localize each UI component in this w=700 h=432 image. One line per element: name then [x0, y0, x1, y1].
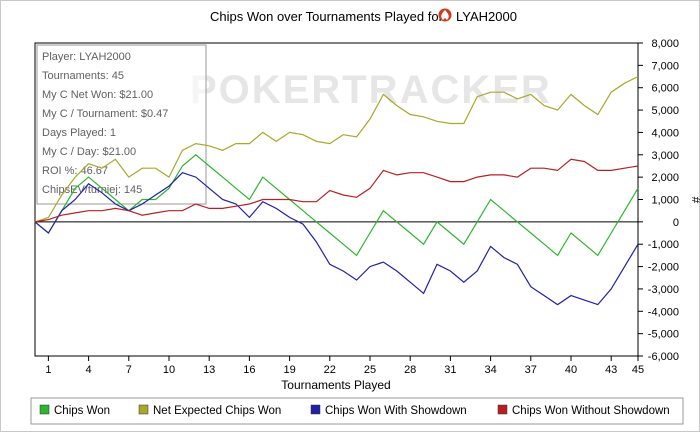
info-line: Days Played: 1: [42, 127, 116, 139]
info-line: My C / Tournament: $0.47: [42, 108, 168, 120]
x-ticks-group: 1 4 7 10 13 16 19 22 25 28 31 34 37 40 43 45: [45, 356, 644, 376]
watermark-logo: POKERTRACKER: [190, 68, 552, 112]
info-box-lines: Player: LYAH2000 Tournaments: 45 My C Net …: [42, 51, 168, 196]
y-tick-label: 6,000: [651, 83, 679, 95]
info-line: ROI %: 46.67: [42, 165, 108, 177]
x-tick-label: 28: [404, 364, 416, 376]
y-tick-label: 4,000: [651, 127, 679, 139]
y-axis-title: #: [689, 197, 700, 204]
info-line: Tournaments: 45: [42, 70, 124, 82]
legend-swatch: [310, 404, 321, 415]
y-tick-label: -6,000: [648, 351, 679, 363]
x-tick-label: 34: [484, 364, 496, 376]
y-tick-label: 2,000: [651, 172, 679, 184]
x-tick-label: 1: [45, 364, 51, 376]
info-line: My C / Day: $21.00: [42, 146, 136, 158]
legend-label: Chips Won: [54, 405, 110, 417]
y-tick-label: -3,000: [648, 284, 679, 296]
series-line-3: [34, 158, 639, 223]
chart-title: Chips Won over Tournaments Played for: [210, 9, 444, 24]
y-ticks-group: -6,000 -5,000 -4,000 -3,000 -2,000 -1,000 0 1,0…: [638, 38, 679, 363]
info-line: My C Net Won: $21.00: [42, 89, 153, 101]
legend-swatch: [138, 404, 149, 415]
legend-label: Net Expected Chips Won: [153, 405, 281, 417]
y-tick-label: -2,000: [648, 262, 679, 274]
y-tick-label: 0: [673, 217, 679, 229]
chart-title-player: LYAH2000: [456, 9, 517, 24]
info-box: [36, 44, 207, 205]
x-tick-label: 37: [525, 364, 537, 376]
legend-swatch: [39, 404, 50, 415]
x-tick-label: 22: [324, 364, 336, 376]
y-tick-label: -4,000: [648, 306, 679, 318]
x-axis-title: Tournaments Played: [281, 378, 390, 392]
y-tick-label: 3,000: [651, 150, 679, 162]
info-line: Player: LYAH2000: [42, 51, 131, 63]
y-tick-label: -1,000: [648, 239, 679, 251]
y-tick-label: 8,000: [651, 38, 679, 50]
y-tick-label: -5,000: [648, 329, 679, 341]
y-tick-label: 5,000: [651, 105, 679, 117]
x-tick-label: 19: [283, 364, 295, 376]
x-tick-label: 13: [203, 364, 215, 376]
x-tick-label: 16: [243, 364, 255, 376]
x-tick-label: 25: [364, 364, 376, 376]
x-tick-label: 40: [565, 364, 577, 376]
series-line-2: [34, 172, 639, 306]
x-tick-label: 4: [86, 364, 92, 376]
y-tick-label: 7,000: [651, 60, 679, 72]
series-line-0: [34, 154, 639, 257]
series-line-1: [34, 75, 639, 223]
x-tick-label: 43: [605, 364, 617, 376]
legend-label: Chips Won With Showdown: [325, 405, 467, 417]
legend-swatch: [497, 404, 508, 415]
legend-label: Chips Won Without Showdown: [512, 405, 670, 417]
x-tick-label: 10: [163, 364, 175, 376]
x-tick-label: 45: [632, 364, 644, 376]
legend-group: Chips Won Net Expected Chips Won Chips Won…: [39, 404, 670, 417]
series-group: [34, 75, 639, 306]
y-tick-label: 1,000: [651, 195, 679, 207]
poker-suit-icon: [438, 8, 452, 22]
x-tick-label: 31: [444, 364, 456, 376]
x-tick-label: 7: [126, 364, 132, 376]
